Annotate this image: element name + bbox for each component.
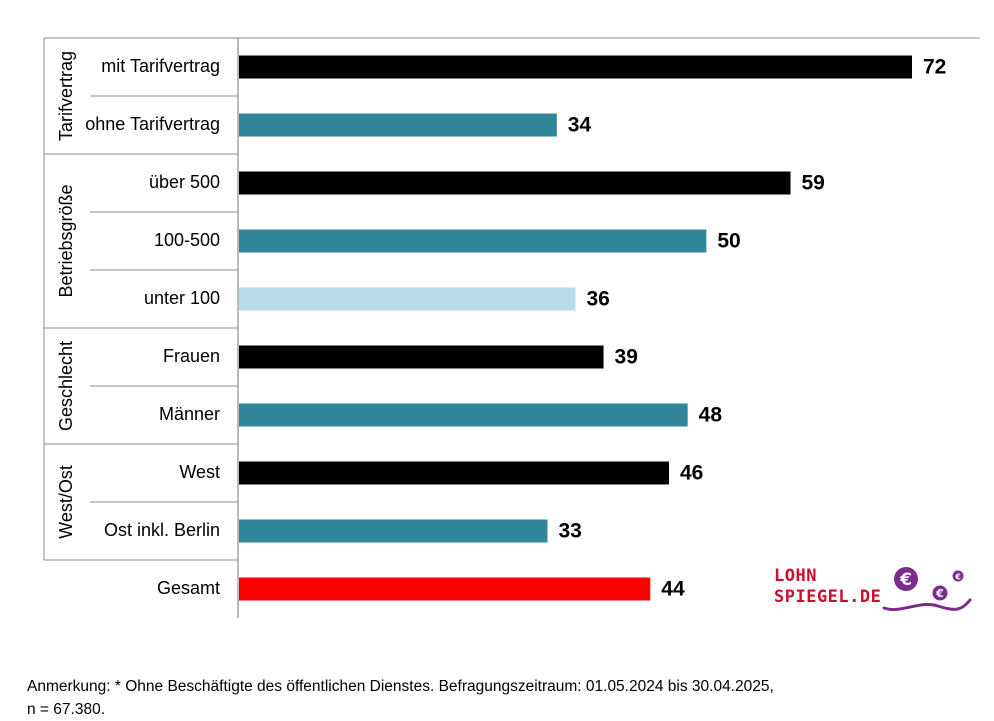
bar: [239, 287, 576, 311]
bar: [239, 171, 791, 195]
logo-text: LOHN SPIEGEL.DE: [774, 566, 881, 608]
bar: [239, 403, 688, 427]
chart-frame: [43, 37, 980, 618]
bar: [239, 55, 912, 79]
euro-coins-icon: € € €: [882, 567, 972, 611]
euro-symbol-medium: €: [935, 587, 944, 600]
footnote-line-2: n = 67.380.: [27, 701, 105, 718]
category-label: über 500: [149, 172, 220, 192]
value-labels: 72 34 59 50 36 39 48 46 33 44: [558, 56, 946, 601]
value-label: 59: [801, 172, 824, 195]
category-label: West: [179, 462, 220, 482]
value-label: 48: [699, 404, 723, 427]
bars: [239, 55, 912, 601]
group-label: Betriebsgröße: [56, 184, 76, 297]
bar-chart: Tarifvertrag Betriebsgröße Geschlecht West/…: [43, 37, 980, 618]
bar: [239, 577, 651, 601]
category-label: Ost inkl. Berlin: [104, 520, 220, 540]
bar: [239, 229, 707, 253]
category-labels: mit Tarifvertrag ohne Tarifvertrag über 50…: [85, 56, 220, 598]
footnote: Anmerkung: * Ohne Beschäftigte des öffen…: [27, 675, 967, 721]
bar: [239, 345, 604, 369]
euro-symbol-small: €: [954, 573, 961, 582]
footnote-line-1: Anmerkung: * Ohne Beschäftigte des öffen…: [27, 678, 774, 695]
group-label: Geschlecht: [56, 341, 76, 431]
bar: [239, 519, 548, 543]
group-label: Tarifvertrag: [56, 51, 76, 141]
category-label: Frauen: [163, 346, 220, 366]
category-label: ohne Tarifvertrag: [85, 114, 220, 134]
category-label: mit Tarifvertrag: [101, 56, 220, 76]
euro-symbol-large: €: [899, 570, 912, 590]
logo-text-line2: SPIEGEL.DE: [774, 587, 882, 607]
category-label: Männer: [159, 404, 220, 424]
value-label: 50: [717, 230, 740, 253]
group-labels: Tarifvertrag Betriebsgröße Geschlecht West/…: [56, 51, 76, 539]
bar: [239, 461, 669, 485]
category-label: 100-500: [154, 230, 220, 250]
category-label: unter 100: [144, 288, 220, 308]
value-label: 44: [661, 578, 685, 601]
lohnspiegel-logo: LOHN SPIEGEL.DE € € €: [774, 566, 974, 616]
value-label: 39: [615, 346, 638, 369]
group-label: West/Ost: [56, 465, 76, 539]
value-label: 36: [587, 288, 610, 311]
category-label: Gesamt: [157, 578, 220, 598]
bar: [239, 113, 557, 137]
value-label: 72: [923, 56, 946, 79]
logo-text-line1: LOHN: [774, 566, 817, 586]
value-label: 33: [558, 520, 581, 543]
value-label: 34: [568, 114, 592, 137]
value-label: 46: [680, 462, 703, 485]
